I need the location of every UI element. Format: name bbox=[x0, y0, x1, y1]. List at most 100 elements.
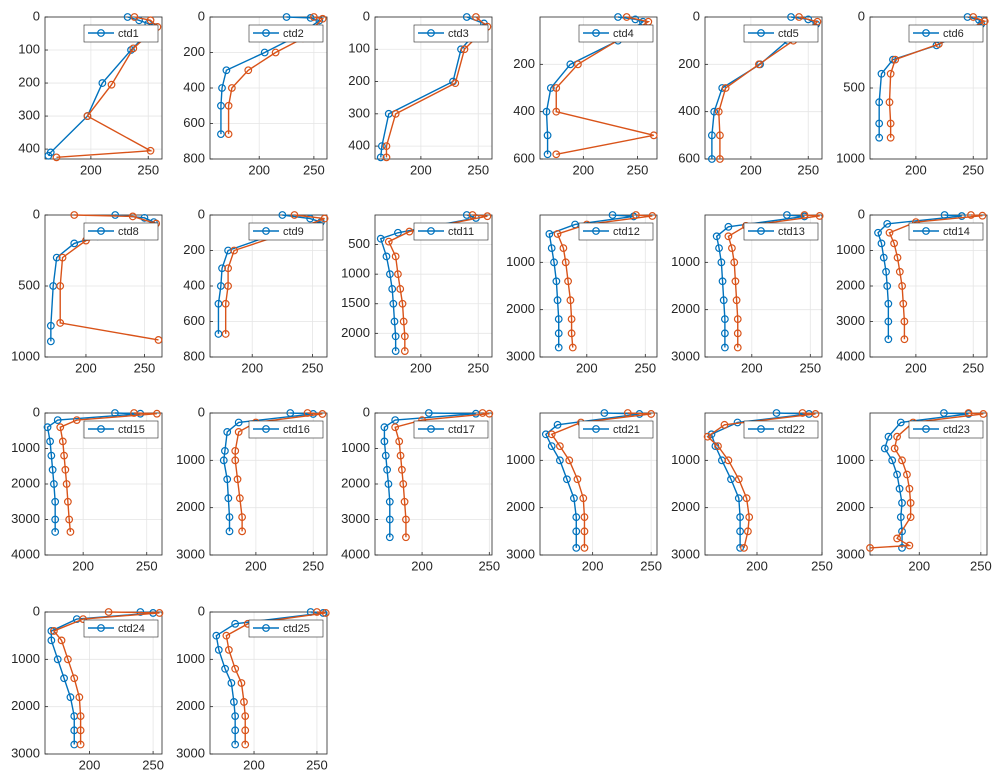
marker bbox=[224, 282, 232, 290]
marker bbox=[546, 84, 555, 92]
y-tick-label: 0 bbox=[363, 404, 370, 419]
marker bbox=[214, 645, 223, 654]
marker bbox=[394, 270, 402, 279]
marker bbox=[221, 446, 229, 455]
y-tick-label: 400 bbox=[678, 103, 700, 118]
x-tick-label: 200 bbox=[741, 360, 763, 375]
x-tick-label: 200 bbox=[908, 558, 930, 573]
marker bbox=[53, 655, 62, 664]
y-tick-label: 4000 bbox=[11, 546, 40, 561]
marker bbox=[905, 541, 914, 550]
marker bbox=[313, 608, 321, 616]
marker bbox=[795, 13, 803, 21]
y-tick-label: 1000 bbox=[836, 452, 865, 467]
marker bbox=[745, 513, 754, 522]
x-tick-label: 250 bbox=[634, 360, 656, 375]
panel: 200 250 0 200 400 600 800 ctd2 bbox=[183, 8, 328, 177]
marker bbox=[888, 456, 897, 465]
series-line bbox=[56, 16, 159, 159]
marker bbox=[885, 228, 894, 237]
x-tick-label: 200 bbox=[740, 162, 762, 177]
marker bbox=[568, 343, 577, 352]
x-tick-label: 200 bbox=[410, 360, 432, 375]
marker bbox=[727, 475, 735, 484]
marker bbox=[382, 252, 391, 261]
marker bbox=[377, 142, 386, 150]
y-tick-label: 0 bbox=[858, 8, 865, 23]
marker bbox=[318, 14, 327, 23]
marker bbox=[964, 409, 973, 417]
marker bbox=[107, 80, 116, 89]
marker bbox=[70, 211, 79, 219]
legend-label: ctd3 bbox=[448, 28, 469, 40]
y-tick-label: 200 bbox=[513, 56, 535, 71]
marker bbox=[221, 664, 229, 673]
marker bbox=[732, 296, 741, 305]
marker bbox=[724, 222, 733, 231]
marker bbox=[874, 228, 882, 237]
marker bbox=[772, 409, 781, 417]
y-tick-label: 1000 bbox=[836, 150, 865, 165]
axes-box bbox=[44, 412, 163, 556]
marker bbox=[565, 456, 574, 465]
series-line bbox=[59, 214, 159, 341]
marker bbox=[963, 13, 972, 21]
y-tick-label: 0 bbox=[33, 8, 40, 23]
marker bbox=[61, 465, 70, 474]
y-tick-label: 300 bbox=[348, 105, 370, 120]
marker bbox=[224, 264, 232, 273]
series-line bbox=[727, 214, 820, 348]
marker bbox=[787, 13, 795, 21]
axes-box bbox=[869, 412, 988, 556]
y-tick-label: 3000 bbox=[836, 546, 865, 561]
series-line bbox=[555, 16, 654, 155]
marker bbox=[883, 219, 892, 228]
y-tick-label: 1000 bbox=[506, 452, 535, 467]
axes-box bbox=[209, 611, 328, 755]
marker bbox=[742, 494, 751, 503]
marker bbox=[559, 244, 568, 253]
legend-marker bbox=[97, 624, 105, 632]
legend-marker bbox=[922, 425, 930, 433]
marker bbox=[98, 79, 107, 87]
y-tick-label: 1000 bbox=[11, 348, 40, 363]
marker bbox=[485, 409, 494, 418]
series-line bbox=[556, 214, 653, 348]
marker bbox=[282, 13, 291, 21]
marker bbox=[724, 456, 733, 465]
legend-marker bbox=[262, 29, 270, 37]
y-tick-label: 200 bbox=[183, 242, 205, 257]
marker bbox=[900, 317, 909, 326]
series-line bbox=[877, 214, 962, 340]
marker bbox=[900, 335, 909, 344]
x-tick-label: 250 bbox=[797, 162, 819, 177]
marker bbox=[580, 527, 589, 536]
marker bbox=[230, 698, 238, 706]
marker bbox=[614, 13, 622, 21]
marker bbox=[241, 726, 250, 735]
marker bbox=[884, 299, 893, 308]
marker bbox=[720, 329, 729, 338]
legend-marker bbox=[262, 425, 270, 433]
y-tick-label: 3000 bbox=[11, 745, 40, 760]
marker bbox=[384, 237, 393, 246]
marker bbox=[402, 515, 410, 524]
marker bbox=[579, 494, 588, 503]
marker bbox=[572, 513, 581, 522]
marker bbox=[541, 430, 550, 439]
marker bbox=[155, 609, 164, 617]
x-tick-label: 250 bbox=[962, 360, 984, 375]
y-tick-label: 100 bbox=[18, 41, 40, 56]
marker bbox=[383, 465, 392, 474]
legend bbox=[908, 222, 984, 241]
y-tick-label: 3000 bbox=[671, 546, 700, 561]
y-tick-label: 1000 bbox=[341, 440, 370, 455]
panel: 200 250 1000 2000 3000 ctd13 bbox=[671, 211, 824, 375]
y-tick-label: 0 bbox=[33, 404, 40, 419]
panel: 200 250 0 1000 2000 3000 ctd16 bbox=[176, 404, 328, 573]
marker bbox=[580, 544, 589, 552]
x-tick-label: 250 bbox=[799, 360, 821, 375]
panel: 200 250 1000 2000 3000 ctd22 bbox=[671, 409, 833, 573]
marker bbox=[63, 497, 72, 506]
marker bbox=[56, 423, 65, 432]
